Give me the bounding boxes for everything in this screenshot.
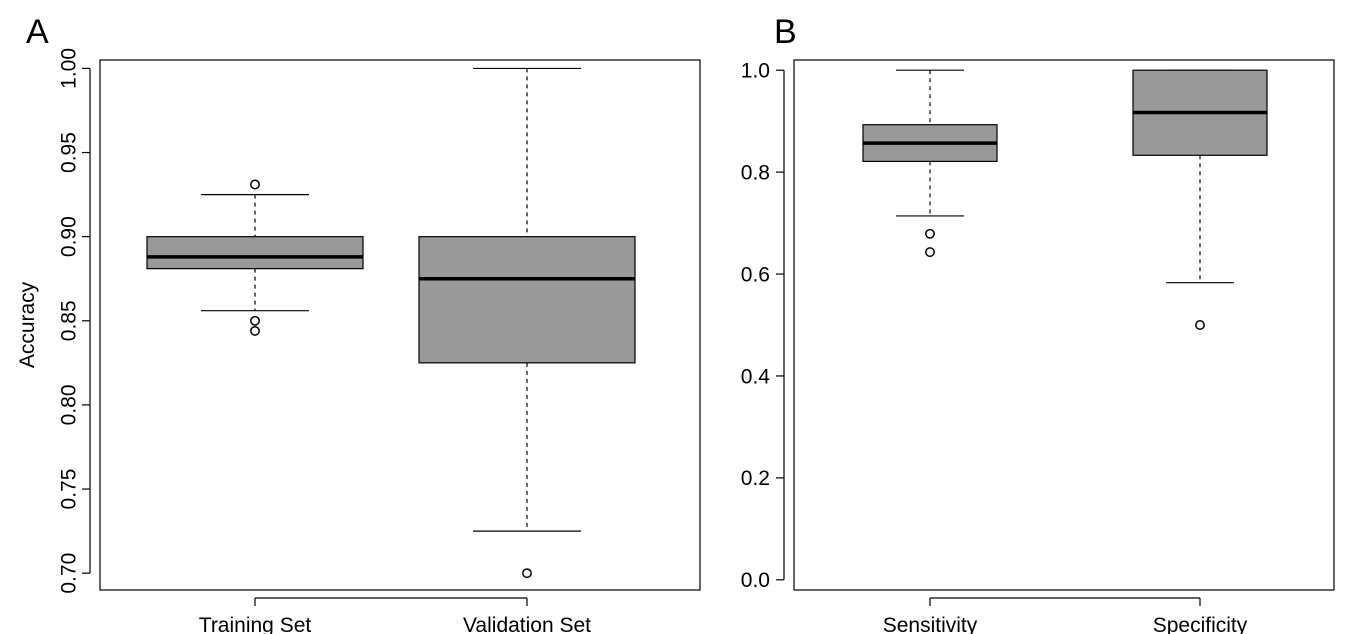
outlier-point (925, 228, 935, 239)
outlier-point (1195, 320, 1205, 330)
panel-a-box-1 (418, 67, 636, 579)
panel-a-x-tick-label: Training Set (199, 614, 312, 634)
panel-b: B 0.0 0.2 0.4 0.6 0.8 1.0 Sensitivity Specific… (741, 13, 1335, 634)
interquartile-box (146, 236, 364, 270)
panel-b-boxes (862, 69, 1268, 330)
outlier-point (250, 179, 260, 190)
panel-a-y-axis: 0.70 0.75 0.80 0.85 0.90 0.95 1.00 (57, 48, 91, 594)
panel-a-y-tick-label: 0.75 (57, 469, 80, 510)
panel-a-x-tick-label: Validation Set (463, 614, 591, 634)
panel-b-x-axis: Sensitivity Specificity (883, 597, 1248, 634)
panel-b-y-tick-label: 0.4 (741, 365, 771, 388)
panel-a-y-tick-label: 0.70 (57, 553, 80, 594)
panel-a-y-tick-label: 0.95 (57, 132, 80, 173)
panel-b-y-axis: 0.0 0.2 0.4 0.6 0.8 1.0 (741, 60, 785, 592)
panel-b-box-0 (862, 69, 998, 258)
panel-b-y-tick-label: 0.6 (741, 263, 770, 286)
panel-a-box-0 (146, 179, 364, 336)
panel-a-boxes (146, 67, 636, 579)
panel-a-y-tick-label: 0.85 (57, 300, 80, 341)
panel-a: A 0.70 0.75 0.80 0.85 0.90 0.95 1.00 Training … (16, 13, 701, 634)
panel-b-x-tick-label: Specificity (1153, 614, 1248, 634)
panel-b-y-tick-label: 1.0 (741, 60, 770, 83)
panel-b-box-1 (1132, 69, 1268, 330)
panel-a-y-axis-title: Accuracy (16, 281, 39, 368)
panel-a-letter: A (26, 13, 49, 51)
interquartile-box (418, 236, 636, 364)
panel-b-letter: B (774, 13, 797, 51)
panel-a-y-tick-label: 1.00 (57, 48, 80, 89)
panel-b-y-tick-label: 0.0 (741, 569, 770, 592)
panel-a-y-tick-label: 0.80 (57, 384, 80, 425)
outlier-point (522, 568, 532, 579)
panel-a-x-axis: Training Set Validation Set (199, 597, 591, 634)
outlier-point (250, 315, 260, 326)
panel-b-x-tick-label: Sensitivity (883, 614, 978, 634)
panel-b-y-tick-label: 0.8 (741, 161, 770, 184)
panel-b-plot-frame (793, 59, 1335, 591)
outlier-point (250, 325, 260, 336)
panel-b-y-tick-label: 0.2 (741, 467, 770, 490)
panel-a-y-tick-label: 0.90 (57, 216, 80, 257)
outlier-point (925, 247, 935, 258)
panel-a-plot-frame (99, 59, 701, 591)
